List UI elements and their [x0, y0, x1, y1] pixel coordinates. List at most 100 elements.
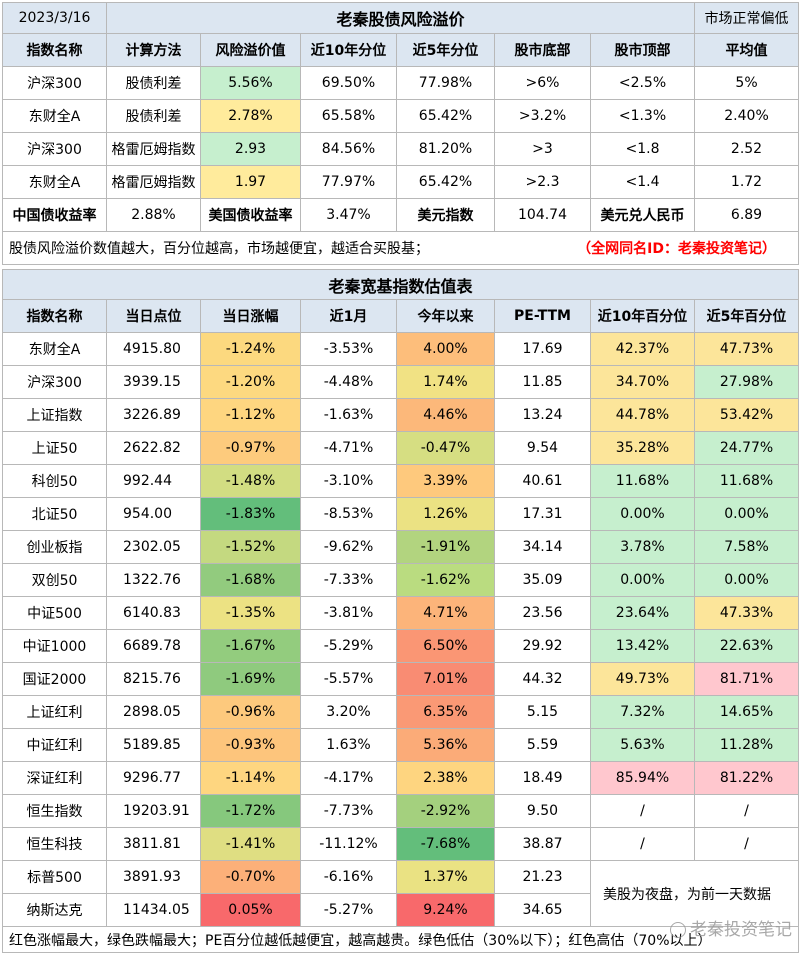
risk-cell: 股债利差 — [106, 66, 201, 100]
valuation-cell: 34.70% — [590, 365, 695, 399]
valuation-row: 上证50 2622.82 -0.97% -4.71% -0.47% 9.54 35.28% 2… — [2, 431, 800, 465]
valuation-row: 北证50 954.00 -1.83% -8.53% 1.26% 17.31 0.00% 0.0… — [2, 497, 800, 531]
valuation-cell: -1.69% — [200, 662, 301, 696]
risk-cell: 77.98% — [396, 66, 495, 100]
risk-header-cell: 平均值 — [694, 33, 800, 67]
index-name-cell: 恒生指数 — [2, 794, 107, 828]
index-name-cell: 上证红利 — [2, 695, 107, 729]
valuation-cell: / — [693, 794, 800, 828]
valuation-cell: -4.17% — [300, 761, 397, 795]
risk-cell: 65.58% — [300, 99, 397, 133]
index-name-cell: 纳斯达克 — [2, 893, 107, 927]
macro-value: 3.47% — [300, 198, 397, 232]
valuation-cell: -2.92% — [396, 794, 495, 828]
valuation-cell: 2.38% — [396, 761, 495, 795]
valuation-cell: 42.37% — [590, 332, 695, 366]
valuation-cell: -1.20% — [200, 365, 301, 399]
valuation-cell: 4915.80 — [106, 332, 201, 366]
valuation-cell: 13.42% — [590, 629, 695, 663]
valuation-cell: 11434.05 — [106, 893, 201, 927]
valuation-cell: -1.83% — [200, 497, 301, 531]
valuation-cell: -11.12% — [300, 827, 397, 861]
valuation-cell: 47.73% — [693, 332, 800, 366]
risk-cell: <1.8 — [589, 132, 696, 166]
risk-header-cell: 股市底部 — [494, 33, 591, 67]
risk-row: 东财全A 格雷厄姆指数 1.97 77.97% 65.42% >2.3 <1.4 1.72 — [2, 165, 800, 199]
risk-row: 沪深300 股债利差 5.56% 69.50% 77.98% >6% <2.5% 5% — [2, 66, 800, 100]
macro-label: 美元指数 — [396, 198, 495, 232]
valuation-cell: -7.33% — [300, 563, 397, 597]
valuation-row: 创业板指 2302.05 -1.52% -9.62% -1.91% 34.14 3.78% 7… — [2, 530, 800, 564]
valuation-cell: 5189.85 — [106, 728, 201, 762]
valuation-header-row: 指数名称 当日点位 当日涨幅 近1月 今年以来 PE-TTM 近10年百分位 近5年百分位 — [2, 299, 800, 333]
valuation-row: 恒生指数 19203.91 -1.72% -7.73% -2.92% 9.50// — [2, 794, 800, 828]
valuation-cell: 2302.05 — [106, 530, 201, 564]
valuation-cell: 34.14 — [494, 530, 591, 564]
risk-cell: 2.52 — [694, 132, 800, 166]
index-name-cell: 中证500 — [2, 596, 107, 630]
valuation-cell: 21.23 — [494, 860, 591, 894]
wechat-icon — [670, 922, 686, 938]
valuation-cell: 2622.82 — [106, 431, 201, 465]
valuation-cell: 5.15 — [494, 695, 591, 729]
valuation-cell: 0.00% — [693, 563, 800, 597]
valuation-cell: -4.48% — [300, 365, 397, 399]
valuation-row: 恒生科技 3811.81 -1.41% -11.12% -7.68% 38.87// — [2, 827, 800, 861]
valuation-cell: 0.00% — [590, 563, 695, 597]
risk-cell: 77.97% — [300, 165, 397, 199]
valuation-cell: 1.74% — [396, 365, 495, 399]
valuation-table-title: 老秦宽基指数估值表 — [1, 269, 800, 300]
risk-cell: 格雷厄姆指数 — [106, 165, 201, 199]
valuation-cell: 0.00% — [590, 497, 695, 531]
risk-premium-table: 2023/3/16 老秦股债风险溢价 市场正常偏低 指数名称 计算方法 风险溢价值近… — [1, 2, 800, 265]
index-name-cell: 标普500 — [2, 860, 107, 894]
valuation-cell: -1.52% — [200, 530, 301, 564]
risk-note: 股债风险溢价数值越大，百分位越高，市场越便宜，越适合买股基； （全网同名ID：老… — [1, 231, 800, 265]
valuation-cell: -4.71% — [300, 431, 397, 465]
valuation-cell: 9.54 — [494, 431, 591, 465]
valuation-cell: 49.73% — [590, 662, 695, 696]
valuation-row: 国证2000 8215.76 -1.69% -5.57% 7.01% 44.32 49.73… — [2, 662, 800, 696]
valuation-cell: 7.01% — [396, 662, 495, 696]
valuation-cell: 1322.76 — [106, 563, 201, 597]
valuation-cell: 6689.78 — [106, 629, 201, 663]
valuation-row: 上证红利 2898.05 -0.96% 3.20% 6.35% 5.15 7.32% 14.6… — [2, 695, 800, 729]
author-id-note: （全网同名ID：老秦投资笔记） — [577, 241, 777, 257]
valuation-cell: 1.37% — [396, 860, 495, 894]
macro-label: 中国债收益率 — [2, 198, 107, 232]
risk-header-cell: 近5年分位 — [396, 33, 495, 67]
valuation-cell: 81.71% — [693, 662, 800, 696]
market-status: 市场正常偏低 — [694, 2, 800, 34]
valuation-cell: -1.91% — [396, 530, 495, 564]
valuation-cell: 34.65 — [494, 893, 591, 927]
index-name-cell: 北证50 — [2, 497, 107, 531]
risk-cell: 5.56% — [200, 66, 301, 100]
valuation-cell: 14.65% — [693, 695, 800, 729]
index-name-cell: 上证50 — [2, 431, 107, 465]
valuation-cell: 7.58% — [693, 530, 800, 564]
valuation-cell: -6.16% — [300, 860, 397, 894]
risk-table-title: 老秦股债风险溢价 — [105, 2, 696, 34]
valuation-cell: -1.41% — [200, 827, 301, 861]
risk-note-text: 股债风险溢价数值越大，百分位越高，市场越便宜，越适合买股基； — [9, 241, 429, 257]
risk-header-cell: 近10年分位 — [300, 33, 397, 67]
valuation-cell: 3891.93 — [106, 860, 201, 894]
valuation-cell: / — [590, 794, 695, 828]
valuation-header-cell: 近5年百分位 — [693, 299, 800, 333]
risk-header-cell: 风险溢价值 — [200, 33, 301, 67]
risk-cell: 格雷厄姆指数 — [106, 132, 201, 166]
valuation-header-cell: 近1月 — [300, 299, 397, 333]
valuation-cell: -1.14% — [200, 761, 301, 795]
valuation-header-cell: 指数名称 — [2, 299, 107, 333]
valuation-row: 中证1000 6689.78 -1.67% -5.29% 6.50% 29.92 13.42… — [2, 629, 800, 663]
valuation-cell: 8215.76 — [106, 662, 201, 696]
valuation-cell: 11.85 — [494, 365, 591, 399]
valuation-cell: 0.05% — [200, 893, 301, 927]
valuation-cell: 9.24% — [396, 893, 495, 927]
valuation-cell: 6140.83 — [106, 596, 201, 630]
valuation-cell: 4.71% — [396, 596, 495, 630]
valuation-cell: -1.35% — [200, 596, 301, 630]
risk-cell: 5% — [694, 66, 800, 100]
valuation-cell: 5.63% — [590, 728, 695, 762]
risk-cell: >3.2% — [494, 99, 591, 133]
